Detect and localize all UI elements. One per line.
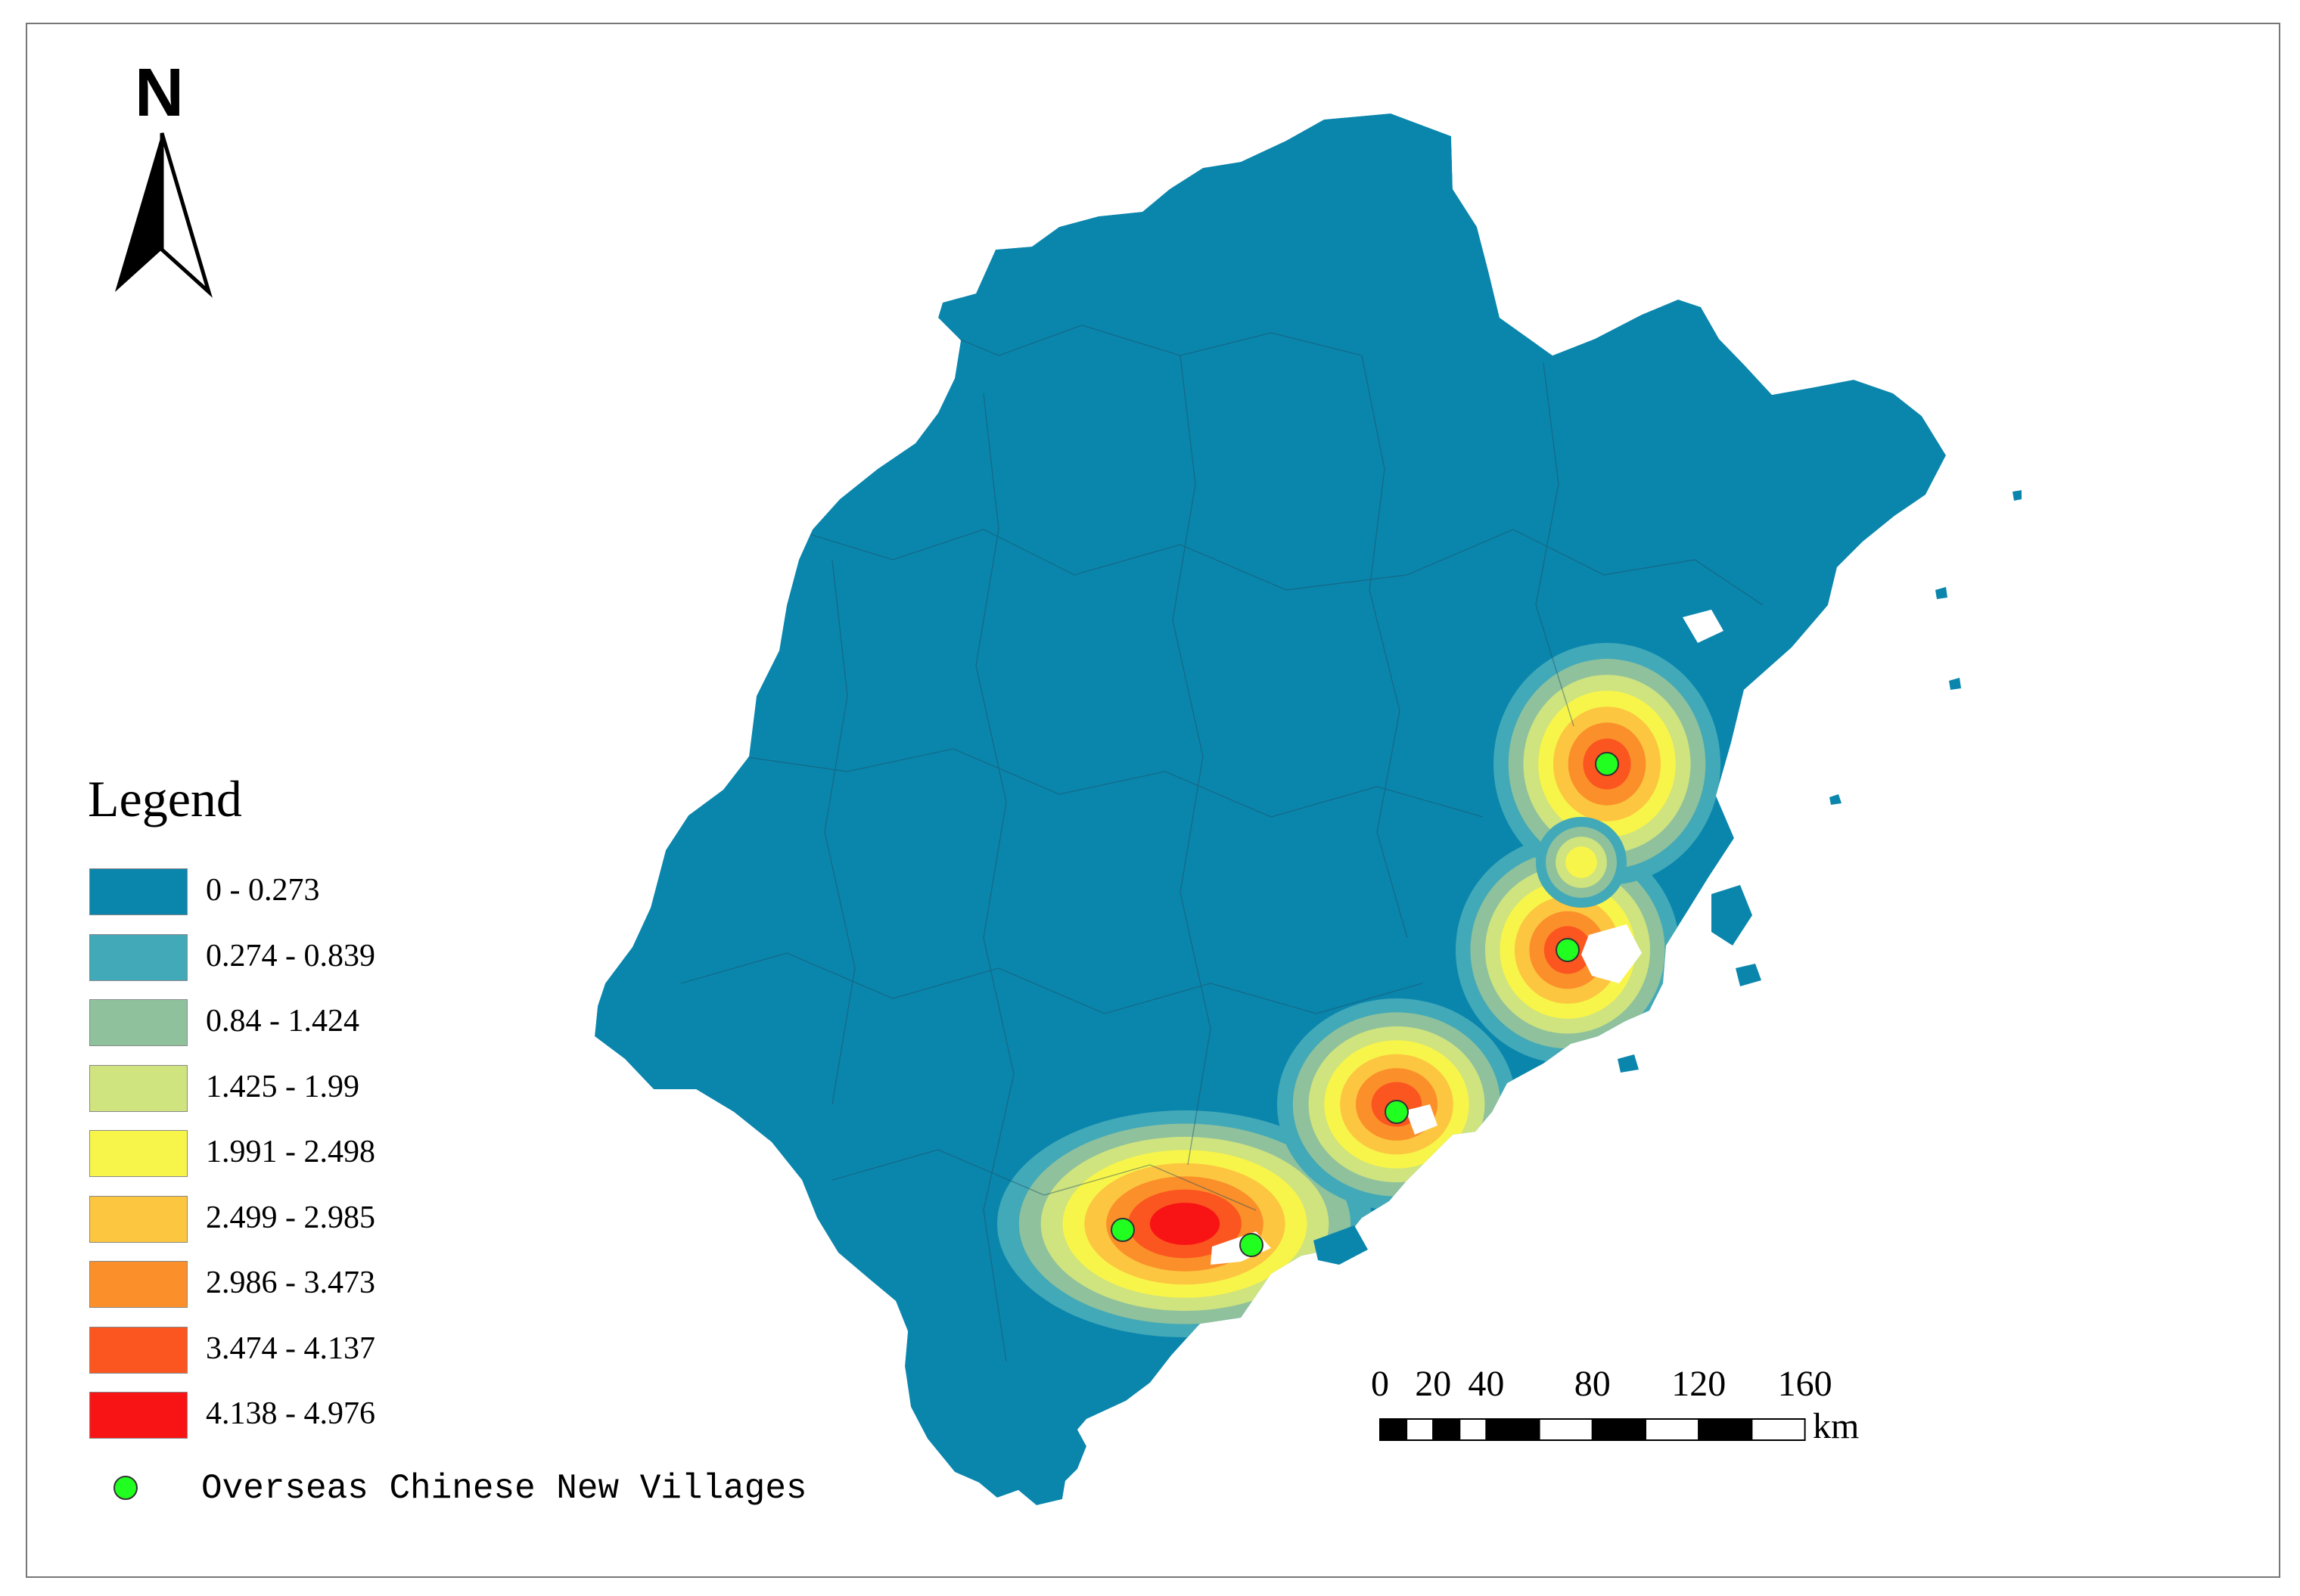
village-point [1385, 1100, 1409, 1124]
scale-segment [1485, 1418, 1540, 1441]
village-point-icon [113, 1476, 138, 1500]
legend-label: 0.84 - 1.424 [206, 1004, 359, 1039]
scale-tick-label: 80 [1574, 1364, 1611, 1404]
scale-segment [1432, 1418, 1461, 1441]
legend-label-villages: Overseas Chinese New Villages [201, 1469, 807, 1508]
province-land [595, 113, 1946, 1505]
legend-label: 2.499 - 2.985 [206, 1200, 375, 1235]
legend-swatch [89, 868, 188, 915]
scale-segment [1751, 1418, 1806, 1441]
village-point [1239, 1233, 1263, 1257]
scale-tick-label: 20 [1415, 1364, 1452, 1404]
legend-swatch [89, 933, 188, 981]
scale-segment [1459, 1418, 1487, 1441]
legend-swatch [89, 1392, 188, 1439]
legend-swatch [89, 1261, 188, 1308]
scale-segment [1406, 1418, 1434, 1441]
legend-title: Legend [88, 770, 242, 827]
village-point [1111, 1218, 1135, 1242]
scale-segment [1645, 1418, 1700, 1441]
north-label: N [135, 55, 184, 131]
legend-swatch [89, 1064, 188, 1112]
scale-tick-label: 120 [1671, 1364, 1727, 1404]
heat-hotspot [1536, 817, 1627, 908]
north-arrow-icon [115, 132, 213, 298]
legend-label: 4.138 - 4.976 [206, 1396, 375, 1431]
legend-label: 1.991 - 2.498 [206, 1135, 375, 1169]
legend-swatch [89, 1326, 188, 1374]
heat-ring [1149, 1203, 1220, 1245]
scale-bar [1379, 1418, 1806, 1441]
scale-tick-label: 160 [1777, 1364, 1832, 1404]
village-point [1595, 752, 1619, 776]
scale-segment [1591, 1418, 1647, 1441]
scale-unit-label: km [1813, 1406, 1860, 1446]
scale-segment [1538, 1418, 1593, 1441]
heat-ring [1565, 846, 1597, 878]
scale-tick-label: 40 [1468, 1364, 1505, 1404]
village-point [1556, 938, 1580, 962]
coastal-islands [1313, 490, 2022, 1265]
district-boundaries [680, 317, 1764, 1362]
legend-label: 2.986 - 3.473 [206, 1265, 375, 1300]
legend-swatch [89, 1195, 188, 1243]
scale-segment [1698, 1418, 1753, 1441]
legend-label: 0.274 - 0.839 [206, 938, 375, 973]
scale-tick-label: 0 [1371, 1364, 1389, 1404]
legend-label: 3.474 - 4.137 [206, 1331, 375, 1366]
legend-label: 0 - 0.273 [206, 873, 320, 908]
scale-segment [1379, 1418, 1408, 1441]
legend-label: 1.425 - 1.99 [206, 1069, 359, 1104]
legend-swatch [89, 999, 188, 1046]
overseas-chinese-new-villages [1111, 752, 1619, 1257]
legend-swatch [89, 1130, 188, 1177]
